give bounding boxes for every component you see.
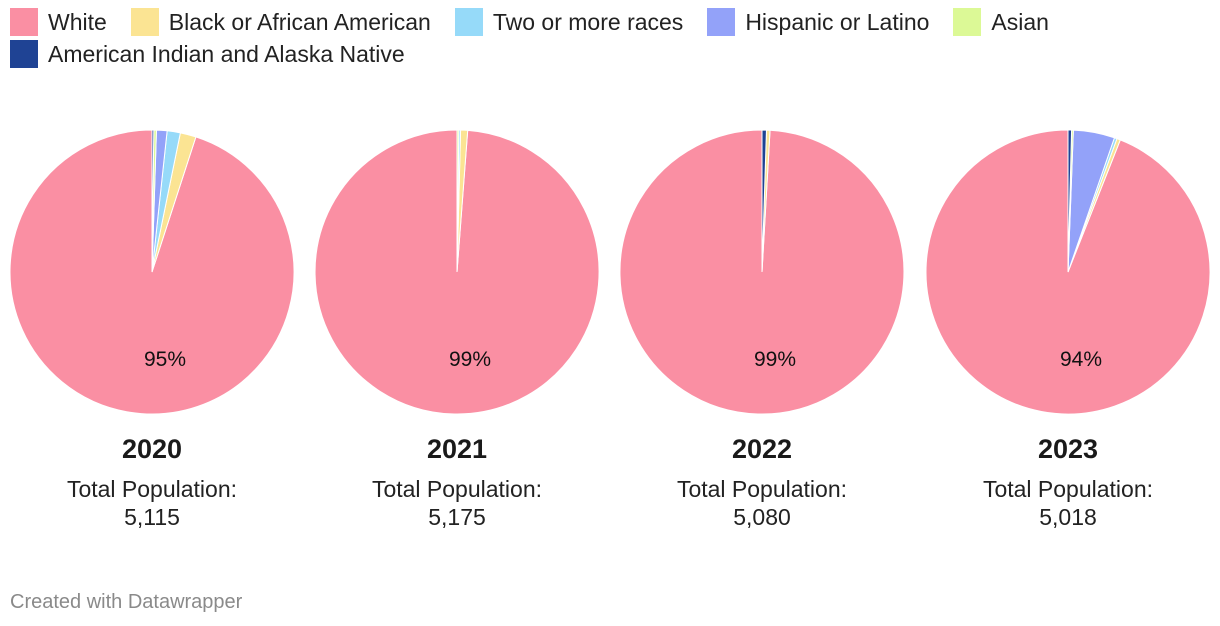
pie-percent-label: 94%	[1060, 348, 1102, 371]
pie-slice-asian[interactable]	[456, 129, 460, 273]
legend-swatch	[10, 8, 38, 36]
legend-item-two-or-more-races: Two or more races	[454, 8, 684, 36]
total-population-label: Total Population:	[676, 476, 848, 502]
year-title: 2022	[731, 434, 793, 464]
pie-percent-label: 99%	[449, 348, 491, 371]
pie-percent-label: 95%	[144, 348, 186, 371]
datawrapper-credit[interactable]: Created with Datawrapper	[10, 591, 243, 613]
pie-chart-2020: 95%	[9, 129, 295, 415]
year-title: 2023	[1037, 434, 1099, 464]
legend-label: Two or more races	[492, 9, 684, 35]
pie-slice-american-indian-and-alaska-native[interactable]	[151, 129, 155, 273]
total-population-label: Total Population:	[371, 476, 543, 502]
pie-panel-2021: 99% 2021 Total Population: 5,175	[305, 128, 605, 538]
legend-swatch	[953, 8, 982, 36]
pie-chart-2023: 94%	[925, 129, 1211, 415]
pie-panel-2023: 94% 2023 Total Population: 5,018	[916, 128, 1216, 538]
pie-percent-label: 99%	[754, 348, 796, 371]
legend-item-asian: Asian	[953, 8, 1049, 36]
total-population-label: Total Population:	[982, 476, 1154, 502]
total-population-value: 5,080	[733, 504, 791, 530]
pie-charts: 95% 2020 Total Population: 5,115 99% 2021 Tota…	[0, 128, 1216, 538]
total-population-value: 5,115	[124, 504, 180, 530]
legend-label: Hispanic or Latino	[745, 9, 930, 35]
legend-item-black-or-african-american: Black or African American	[130, 8, 431, 36]
legend-label: Black or African American	[168, 9, 431, 35]
year-title: 2020	[121, 434, 183, 464]
legend-item-american-indian-and-alaska-native: American Indian and Alaska Native	[10, 40, 405, 68]
total-population-value: 5,018	[1039, 504, 1097, 530]
legend-label: American Indian and Alaska Native	[48, 41, 405, 67]
total-population-value: 5,175	[428, 504, 486, 530]
legend-item-white: White	[10, 8, 107, 36]
legend-swatch	[130, 8, 159, 36]
pie-panel-2022: 99% 2022 Total Population: 5,080	[610, 128, 910, 538]
pie-chart-2021: 99%	[314, 129, 600, 415]
pie-slice-american-indian-and-alaska-native[interactable]	[761, 129, 767, 273]
pie-chart-2022: 99%	[619, 129, 905, 415]
total-population-label: Total Population:	[66, 476, 238, 502]
pie-panel-2020: 95% 2020 Total Population: 5,115	[0, 128, 300, 538]
legend-item-hispanic-or-latino: Hispanic or Latino	[707, 8, 929, 36]
legend: White Black or African American Two or mor…	[10, 8, 1190, 68]
pie-slice-american-indian-and-alaska-native[interactable]	[1067, 129, 1073, 273]
legend-swatch	[10, 40, 38, 68]
legend-swatch	[707, 8, 736, 36]
legend-swatch	[454, 8, 483, 36]
legend-label: Asian	[991, 9, 1049, 35]
year-title: 2021	[426, 434, 488, 464]
legend-label: White	[48, 9, 107, 35]
